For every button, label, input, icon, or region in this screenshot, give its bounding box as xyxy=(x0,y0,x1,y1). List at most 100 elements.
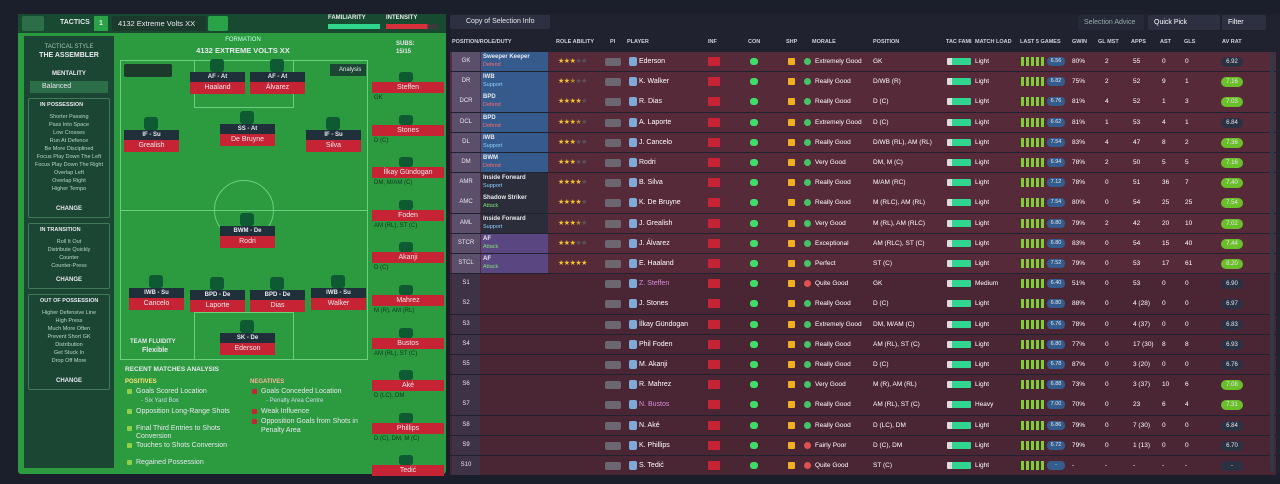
table-row[interactable] xyxy=(450,112,1276,132)
role-cell[interactable] xyxy=(481,52,548,72)
player-name[interactable]: Ederson xyxy=(220,343,275,355)
column-header[interactable]: SHP xyxy=(786,39,798,45)
player-name[interactable]: Dias xyxy=(250,300,305,312)
cell-player[interactable]: Phil Foden xyxy=(639,340,673,348)
column-header[interactable]: GWIN xyxy=(1072,39,1087,45)
cell-player[interactable]: İlkay Gündogan xyxy=(639,320,689,328)
bench-name[interactable]: Mahrez xyxy=(372,295,444,306)
toolbar-button[interactable]: Selection Advice xyxy=(1078,15,1144,30)
cell-player[interactable]: S. Tedić xyxy=(639,462,664,469)
role-cell[interactable] xyxy=(481,233,548,254)
column-header[interactable]: PLAYER xyxy=(627,39,649,45)
bench-name[interactable]: Foden xyxy=(372,209,444,221)
role-cell[interactable] xyxy=(481,213,548,233)
column-header[interactable]: APPS xyxy=(1131,39,1146,45)
column-header[interactable]: ROLE ABILITY xyxy=(556,39,594,45)
cell-player[interactable]: K. Walker xyxy=(639,78,670,86)
role-cell[interactable] xyxy=(481,72,548,92)
view-select[interactable]: Copy of Selection Info xyxy=(450,15,550,29)
cell-player[interactable]: A. Laporte xyxy=(639,118,672,126)
analysis-title[interactable]: RECENT MATCHES ANALYSIS xyxy=(125,366,220,373)
column-header[interactable]: CON xyxy=(748,39,761,45)
table-row[interactable] xyxy=(450,72,1276,92)
cell-player[interactable]: E. Haaland xyxy=(639,260,674,267)
table-row[interactable] xyxy=(450,213,1276,233)
player-name[interactable]: De Bruyne xyxy=(220,134,275,146)
player-name[interactable]: Cancelo xyxy=(129,298,184,310)
column-header[interactable]: AV RAT xyxy=(1222,39,1242,45)
column-header[interactable]: MORALE xyxy=(812,39,836,45)
cell-player[interactable]: M. Akanji xyxy=(639,361,668,368)
change-button[interactable]: CHANGE xyxy=(55,277,82,283)
table-row[interactable] xyxy=(450,254,1276,274)
table-row[interactable] xyxy=(450,314,1276,334)
cell-player[interactable]: J. Cancelo xyxy=(639,138,673,146)
column-header[interactable]: POSITION/ROLE/DUTY xyxy=(452,39,512,45)
mentality-select[interactable]: Balanced xyxy=(30,81,108,93)
column-header[interactable]: GL MST xyxy=(1098,39,1119,45)
table-row[interactable] xyxy=(450,193,1276,213)
player-name[interactable]: Rodri xyxy=(220,236,275,248)
table-row[interactable] xyxy=(450,435,1276,456)
change-button[interactable]: CHANGE xyxy=(55,378,82,384)
bench-name[interactable]: Stones xyxy=(372,124,444,136)
column-header[interactable]: MATCH LOAD xyxy=(975,39,1012,45)
bench-name[interactable]: Steffen xyxy=(372,82,444,93)
bench-name[interactable]: Bustos xyxy=(372,337,444,349)
table-row[interactable] xyxy=(450,52,1276,72)
table-row[interactable] xyxy=(450,92,1276,112)
table-row[interactable] xyxy=(450,355,1276,375)
player-name[interactable]: Álvarez xyxy=(250,82,305,94)
cell-player[interactable]: Rodri xyxy=(639,159,656,166)
cell-player[interactable]: R. Dias xyxy=(639,98,662,106)
table-row[interactable] xyxy=(450,456,1276,476)
role-cell[interactable] xyxy=(481,153,548,173)
role-cell[interactable] xyxy=(481,132,548,153)
role-cell[interactable] xyxy=(481,173,548,193)
cell-player[interactable]: K. Phillips xyxy=(639,441,670,449)
cell-player[interactable]: J. Grealish xyxy=(639,219,673,227)
back-button[interactable] xyxy=(22,16,44,31)
cell-player[interactable]: J. Álvarez xyxy=(639,239,670,247)
player-name[interactable]: Silva xyxy=(306,140,361,152)
player-name[interactable]: Haaland xyxy=(190,82,245,94)
column-header[interactable]: TAC FAMI xyxy=(946,39,972,45)
cell-player[interactable]: K. De Bruyne xyxy=(639,199,681,207)
column-header[interactable]: AST xyxy=(1160,39,1171,45)
table-row[interactable] xyxy=(450,375,1276,395)
cell-player[interactable]: R. Mahrez xyxy=(639,381,672,389)
table-row[interactable] xyxy=(450,274,1276,294)
cell-player[interactable]: N. Bustos xyxy=(639,401,670,409)
cell-player[interactable]: B. Silva xyxy=(639,179,663,187)
bench-name[interactable]: Akanji xyxy=(372,252,444,264)
add-tactic[interactable] xyxy=(208,16,228,31)
column-header[interactable]: GLS xyxy=(1184,39,1196,45)
table-row[interactable] xyxy=(450,294,1276,314)
column-header[interactable]: LAST 5 GAMES xyxy=(1020,39,1061,45)
tactic-select[interactable]: 4132 Extreme Volts XX xyxy=(112,16,206,31)
role-cell[interactable] xyxy=(481,193,548,213)
toolbar-button[interactable]: Filter xyxy=(1222,15,1266,30)
bench-name[interactable]: İlkay Gündogan xyxy=(372,167,444,179)
role-cell[interactable] xyxy=(481,112,548,132)
analysis-button[interactable]: Analysis xyxy=(330,64,366,76)
player-name[interactable]: Walker xyxy=(311,298,366,310)
table-row[interactable] xyxy=(450,334,1276,355)
column-header[interactable]: INF xyxy=(708,39,717,45)
table-row[interactable] xyxy=(450,415,1276,435)
role-cell[interactable] xyxy=(481,254,548,274)
column-header[interactable]: PI xyxy=(610,39,616,45)
table-row[interactable] xyxy=(450,395,1276,415)
toolbar-button[interactable]: Quick Pick xyxy=(1148,15,1220,30)
change-button[interactable]: CHANGE xyxy=(55,206,82,212)
bench-name[interactable]: Phillips xyxy=(372,422,444,434)
cell-player[interactable]: Ederson xyxy=(639,58,666,65)
bench-name[interactable]: Tedić xyxy=(372,465,444,477)
table-row[interactable] xyxy=(450,153,1276,173)
table-row[interactable] xyxy=(450,132,1276,153)
column-header[interactable]: POSITION xyxy=(873,39,900,45)
player-name[interactable]: Laporte xyxy=(190,300,245,312)
player-name[interactable]: Grealish xyxy=(124,140,179,152)
cell-player[interactable]: J. Stones xyxy=(639,300,669,308)
table-row[interactable] xyxy=(450,173,1276,193)
